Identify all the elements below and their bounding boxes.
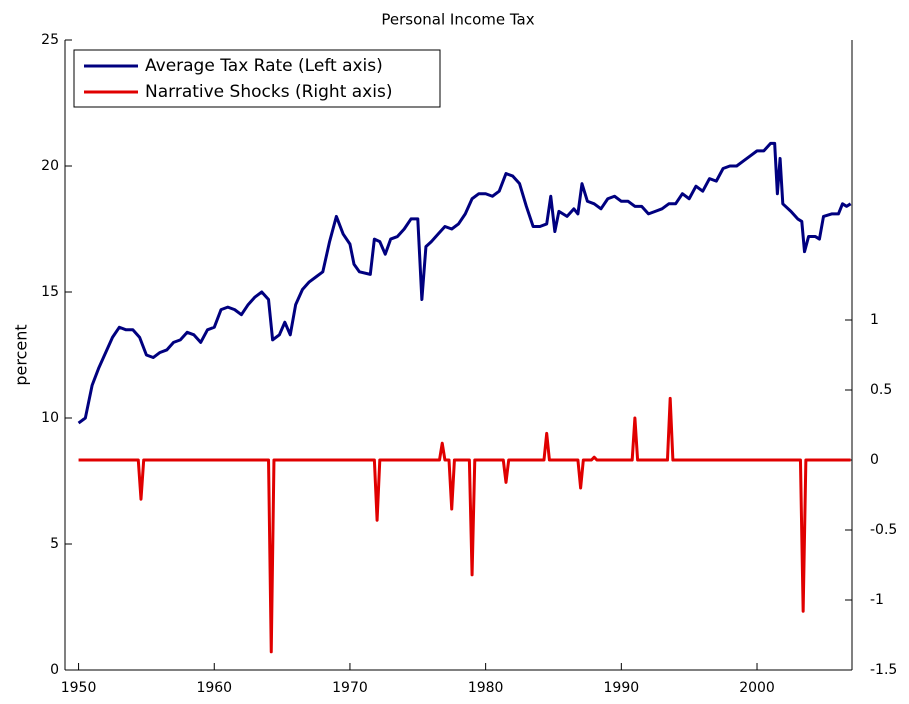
data-line xyxy=(77,141,852,425)
x-tick-label: 2000 xyxy=(739,680,775,696)
y2-tick-label: -0.5 xyxy=(870,522,897,538)
legend-label: Average Tax Rate (Left axis) xyxy=(145,56,383,76)
data-line xyxy=(78,396,851,654)
legend-label: Narrative Shocks (Right axis) xyxy=(145,82,392,102)
x-tick-label: 1960 xyxy=(196,680,232,696)
y2-tick-label: 0.5 xyxy=(870,382,892,398)
x-tick-label: 1990 xyxy=(604,680,640,696)
x-tick-label: 1970 xyxy=(332,680,368,696)
legend-box xyxy=(73,49,441,108)
x-tick-label: 1950 xyxy=(61,680,97,696)
y2-tick-label: 0 xyxy=(870,452,879,468)
y-tick-label: 10 xyxy=(41,410,59,426)
y-tick-label: 20 xyxy=(41,158,59,174)
y-tick-label: 0 xyxy=(50,662,59,678)
y-tick-label: 25 xyxy=(41,32,59,48)
y-tick-label: 5 xyxy=(50,536,59,552)
y2-tick-label: -1.5 xyxy=(870,662,897,678)
y-tick-label: 15 xyxy=(41,284,59,300)
y-axis-label: percent xyxy=(12,324,31,385)
y2-tick-label: 1 xyxy=(870,312,879,328)
chart-title: Personal Income Tax xyxy=(381,11,534,29)
y2-tick-label: -1 xyxy=(870,592,884,608)
x-tick-label: 1980 xyxy=(468,680,504,696)
